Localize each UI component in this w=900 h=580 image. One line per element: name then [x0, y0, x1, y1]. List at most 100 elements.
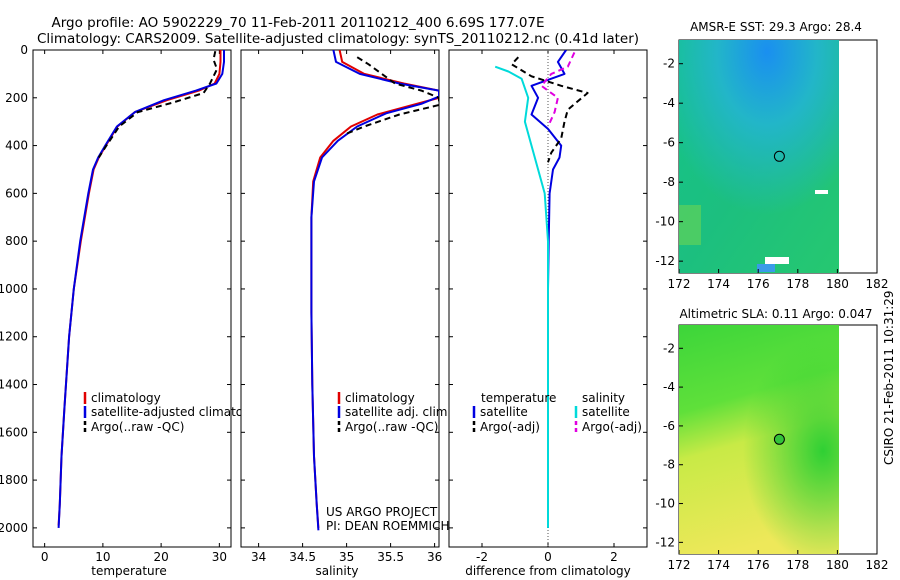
series-line [57, 50, 225, 528]
sla-map-title: Altimetric SLA: 0.11 Argo: 0.047 [679, 307, 872, 321]
x-tick-label: -2 [476, 550, 488, 564]
y-tick-label: 200 [5, 91, 28, 105]
salinity-axes-frame [240, 49, 440, 548]
legend-label-argo: Argo(..raw -QC) [345, 420, 438, 434]
sst-cold-cell [757, 264, 775, 272]
x-tick-label: 10 [95, 550, 110, 564]
series-line [97, 50, 218, 159]
y-tick-label: 0 [20, 43, 28, 57]
temperature-legend: climatology satellite-adjusted climatolo… [83, 391, 269, 434]
sla-ticks: 172 174 176 178 180 182 -2 -4 -6 -8 -10 -12 [655, 341, 888, 572]
difference-lines [494, 50, 589, 547]
x-tick-label: 178 [786, 277, 809, 291]
y-tick-label: -2 [663, 57, 675, 71]
temperature-xlabel: temperature [91, 564, 166, 578]
temperature-lines [57, 50, 225, 528]
y-tick-label: 1600 [0, 425, 28, 439]
legend-header-temperature: temperature [481, 391, 556, 405]
figure-title-line1: Argo profile: AO 5902229_70 11-Feb-2011 … [51, 15, 544, 31]
y-tick-label: 1200 [0, 330, 28, 344]
difference-panel: -2 0 2 difference from climatology tempera… [448, 49, 648, 578]
y-tick-label: -4 [663, 380, 675, 394]
difference-xlabel: difference from climatology [465, 564, 631, 578]
legend-label-argo-temp: Argo(-adj) [480, 420, 540, 434]
y-tick-label: -12 [655, 254, 675, 268]
series-line [310, 50, 439, 531]
difference-legend: temperature salinity satellite Argo(-adj… [472, 391, 642, 434]
y-tick-label: -12 [655, 535, 675, 549]
sla-argo-marker [773, 433, 785, 445]
x-tick-label: 35.5 [377, 550, 404, 564]
x-tick-label: 172 [668, 558, 691, 572]
x-tick-label: 30 [212, 550, 227, 564]
temperature-axes-frame [32, 49, 232, 548]
pi-label: PI: DEAN ROEMMICH [326, 519, 449, 533]
x-tick-label: 178 [786, 558, 809, 572]
salinity-legend: climatology satellite adj. clim. Argo(..… [337, 391, 451, 434]
x-tick-label: 2 [610, 550, 618, 564]
sst-missing-data [815, 190, 828, 194]
y-tick-label: 2000 [0, 521, 28, 535]
x-tick-label: 176 [747, 277, 770, 291]
x-tick-label: 176 [747, 558, 770, 572]
x-tick-label: 180 [826, 277, 849, 291]
legend-label-satellite: satellite adj. clim. [345, 405, 451, 419]
salinity-panel: 34 34.5 35 35.5 36 salinity climatology sate… [240, 49, 451, 578]
figure-title-line2: Climatology: CARS2009. Satellite-adjuste… [37, 31, 639, 47]
legend-label-climatology: climatology [345, 391, 415, 405]
difference-ticks: -2 0 2 [449, 49, 647, 564]
y-tick-label: -8 [663, 458, 675, 472]
sst-warm-patch [679, 205, 701, 245]
y-tick-label: 800 [5, 234, 28, 248]
x-tick-label: 34.5 [289, 550, 316, 564]
sst-missing-data [765, 257, 789, 264]
x-tick-label: 0 [41, 550, 49, 564]
y-tick-label: -10 [655, 215, 675, 229]
legend-label-satellite-sal: satellite [582, 405, 630, 419]
y-tick-label: -4 [663, 96, 675, 110]
x-tick-label: 182 [866, 277, 889, 291]
y-tick-label: 1400 [0, 378, 28, 392]
salinity-ticks: 34 34.5 35 35.5 36 [241, 49, 442, 564]
series-line [540, 51, 576, 127]
y-tick-label: 400 [5, 139, 28, 153]
series-line [510, 56, 589, 163]
sst-map-title: AMSR-E SST: 29.3 Argo: 28.4 [690, 20, 862, 34]
timestamp: CSIRO 21-Feb-2011 10:31:29 [882, 290, 896, 465]
x-tick-label: 174 [707, 558, 730, 572]
x-tick-label: 172 [668, 277, 691, 291]
salinity-xlabel: salinity [315, 564, 358, 578]
x-tick-label: 36 [427, 550, 442, 564]
salinity-lines [310, 50, 439, 531]
legend-label-argo-sal: Argo(-adj) [582, 420, 642, 434]
sst-map-panel: AMSR-E SST: 29.3 Argo: 28.4 172 174 176 178… [655, 20, 888, 291]
y-tick-label: 600 [5, 186, 28, 200]
sst-argo-marker [773, 150, 785, 162]
temperature-panel: 0 10 20 30 0 200 400 600 800 1000 1200 1400 1600 1800… [0, 43, 269, 578]
legend-header-salinity: salinity [582, 391, 625, 405]
y-tick-label: -8 [663, 175, 675, 189]
x-tick-label: 174 [707, 277, 730, 291]
x-tick-label: 0 [544, 550, 552, 564]
series-line [494, 65, 549, 528]
sst-ticks: 172 174 176 178 180 182 -2 -4 -6 -8 -10 -12 [655, 57, 888, 291]
x-tick-label: 20 [153, 550, 168, 564]
y-tick-label: -2 [663, 341, 675, 355]
y-tick-label: -6 [663, 419, 675, 433]
y-tick-label: -10 [655, 497, 675, 511]
sla-map-panel: Altimetric SLA: 0.11 Argo: 0.047 172 174 1… [655, 307, 888, 572]
legend-label-satellite-temp: satellite [480, 405, 528, 419]
x-tick-label: 34 [251, 550, 266, 564]
legend-label-argo: Argo(..raw -QC) [91, 420, 184, 434]
x-tick-label: 35 [339, 550, 354, 564]
series-line [346, 56, 439, 135]
legend-label-climatology: climatology [91, 391, 161, 405]
y-tick-label: -6 [663, 136, 675, 150]
sst-cold-patch [679, 40, 839, 273]
x-tick-label: 182 [866, 558, 889, 572]
y-tick-label: 1800 [0, 473, 28, 487]
sla-green-patch [679, 325, 839, 554]
x-tick-label: 180 [826, 558, 849, 572]
y-tick-label: 1000 [0, 282, 28, 296]
